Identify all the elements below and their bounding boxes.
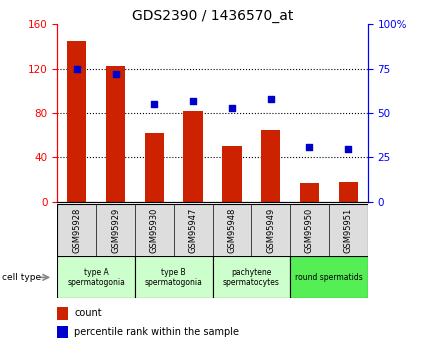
Bar [222,146,241,202]
Text: type A
spermatogonia: type A spermatogonia [67,268,125,287]
Bar [261,130,280,202]
Bar [184,111,203,202]
Text: GSM95951: GSM95951 [344,208,353,253]
Bar [57,307,68,319]
Bar [106,66,125,202]
Point [112,71,119,77]
Bar [144,133,164,202]
Point [345,146,351,151]
Text: GSM95929: GSM95929 [111,208,120,253]
Text: GSM95949: GSM95949 [266,208,275,253]
Point [229,105,235,110]
FancyBboxPatch shape [290,256,368,298]
Text: count: count [74,308,102,318]
Point [190,98,196,103]
Text: cell type: cell type [2,273,41,282]
FancyBboxPatch shape [57,204,368,257]
Text: GSM95930: GSM95930 [150,208,159,253]
Text: pachytene
spermatocytes: pachytene spermatocytes [223,268,280,287]
Title: GDS2390 / 1436570_at: GDS2390 / 1436570_at [132,9,293,23]
Bar [300,183,319,202]
Text: round spermatids: round spermatids [295,273,363,282]
Bar [67,41,86,202]
Text: GSM95928: GSM95928 [72,208,81,253]
Point [151,101,158,107]
FancyBboxPatch shape [57,256,135,298]
FancyBboxPatch shape [135,256,212,298]
Text: type B
spermatogonia: type B spermatogonia [145,268,203,287]
Text: GSM95947: GSM95947 [189,208,198,253]
FancyBboxPatch shape [212,256,290,298]
Text: percentile rank within the sample: percentile rank within the sample [74,327,239,337]
Bar [57,326,68,338]
Point [267,96,274,101]
Text: GSM95950: GSM95950 [305,208,314,253]
Bar [339,182,358,202]
Text: GSM95948: GSM95948 [227,208,236,253]
Point [306,144,313,149]
Point [74,66,80,71]
